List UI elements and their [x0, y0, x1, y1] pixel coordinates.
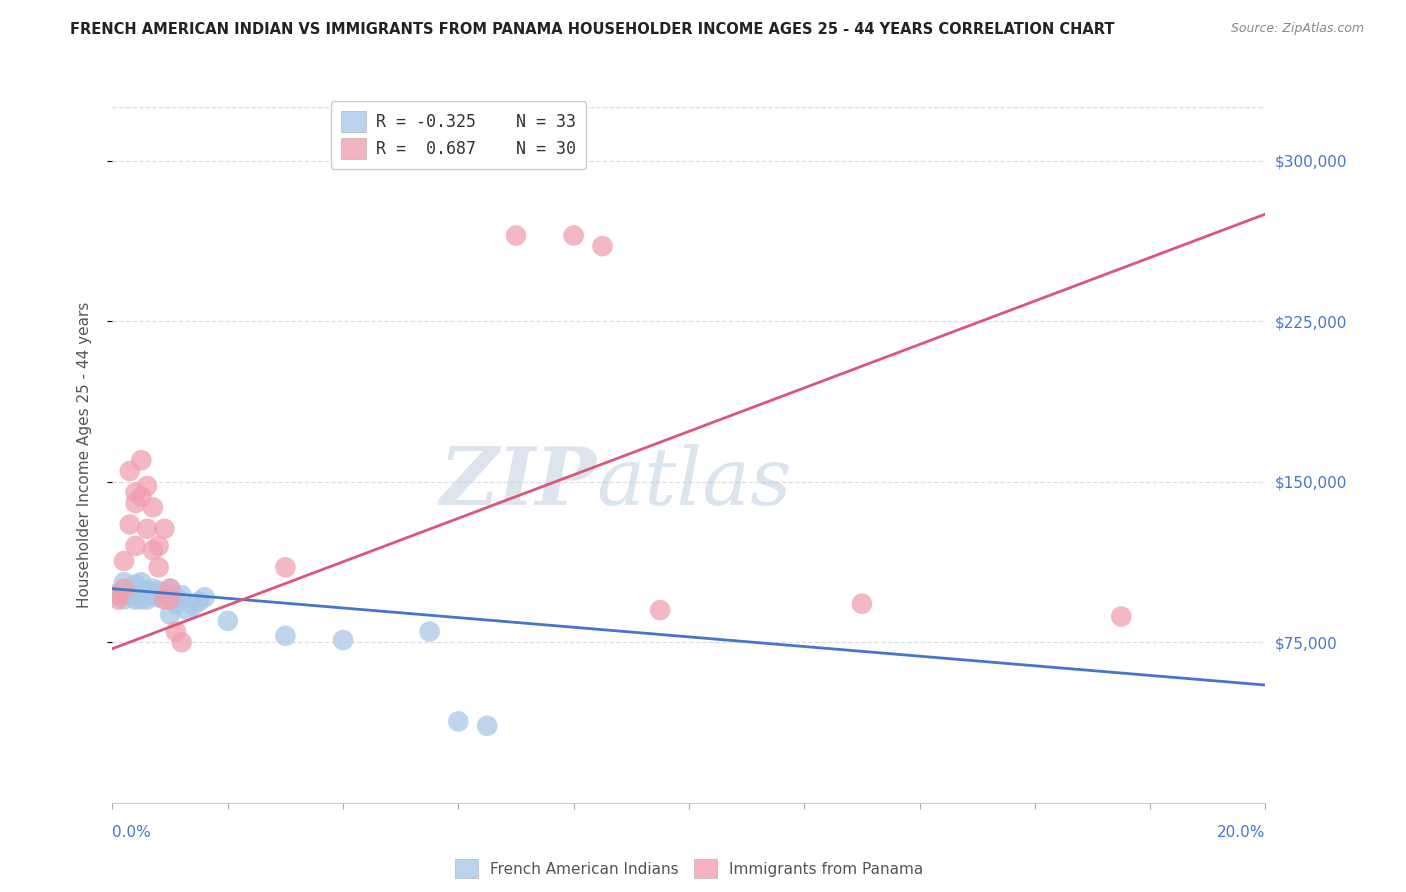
Point	[153, 592, 176, 607]
Point	[194, 591, 217, 605]
Point	[148, 583, 170, 598]
Point	[170, 588, 193, 602]
Point	[217, 614, 239, 628]
Point	[505, 228, 527, 243]
Point	[118, 582, 141, 596]
Point	[118, 464, 141, 478]
Text: atlas: atlas	[596, 444, 792, 522]
Point	[148, 560, 170, 574]
Point	[124, 592, 146, 607]
Point	[148, 539, 170, 553]
Point	[112, 592, 135, 607]
Point	[129, 586, 153, 600]
Point	[118, 517, 141, 532]
Point	[159, 607, 181, 622]
Point	[136, 583, 159, 598]
Point	[170, 635, 193, 649]
Point	[124, 485, 146, 500]
Point	[124, 577, 146, 591]
Point	[648, 603, 672, 617]
Point	[142, 588, 165, 602]
Point	[124, 539, 146, 553]
Point	[142, 543, 165, 558]
Text: FRENCH AMERICAN INDIAN VS IMMIGRANTS FROM PANAMA HOUSEHOLDER INCOME AGES 25 - 44: FRENCH AMERICAN INDIAN VS IMMIGRANTS FRO…	[70, 22, 1115, 37]
Point	[112, 582, 135, 596]
Point	[188, 594, 211, 608]
Point	[118, 588, 141, 602]
Point	[159, 582, 181, 596]
Point	[165, 624, 187, 639]
Point	[851, 597, 873, 611]
Point	[136, 522, 159, 536]
Point	[562, 228, 585, 243]
Point	[112, 575, 135, 590]
Point	[159, 592, 181, 607]
Y-axis label: Householder Income Ages 25 - 44 years: Householder Income Ages 25 - 44 years	[77, 301, 91, 608]
Point	[159, 582, 181, 596]
Point	[129, 575, 153, 590]
Point	[129, 453, 153, 467]
Point	[107, 588, 129, 602]
Point	[124, 496, 146, 510]
Point	[112, 554, 135, 568]
Text: 20.0%: 20.0%	[1218, 825, 1265, 840]
Point	[165, 597, 187, 611]
Point	[475, 719, 498, 733]
Point	[136, 592, 159, 607]
Point	[148, 591, 170, 605]
Legend: French American Indians, Immigrants from Panama: French American Indians, Immigrants from…	[447, 852, 931, 886]
Point	[107, 586, 129, 600]
Point	[129, 592, 153, 607]
Point	[181, 599, 204, 613]
Point	[419, 624, 441, 639]
Point	[136, 479, 159, 493]
Point	[592, 239, 614, 253]
Point	[142, 500, 165, 515]
Point	[129, 490, 153, 504]
Text: Source: ZipAtlas.com: Source: ZipAtlas.com	[1230, 22, 1364, 36]
Point	[142, 582, 165, 596]
Point	[107, 592, 129, 607]
Text: 0.0%: 0.0%	[112, 825, 152, 840]
Point	[447, 714, 470, 729]
Point	[153, 588, 176, 602]
Point	[1111, 609, 1133, 624]
Point	[176, 603, 198, 617]
Point	[153, 522, 176, 536]
Point	[274, 629, 297, 643]
Point	[124, 586, 146, 600]
Point	[274, 560, 297, 574]
Text: ZIP: ZIP	[440, 444, 596, 522]
Point	[332, 633, 354, 648]
Point	[165, 591, 187, 605]
